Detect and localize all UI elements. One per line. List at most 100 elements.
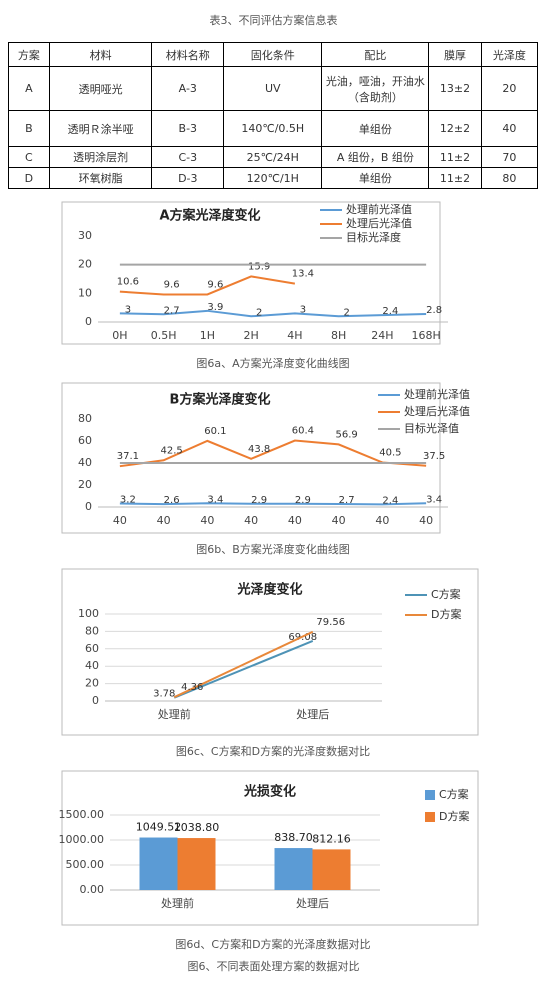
series-line	[173, 639, 314, 699]
x-tick-label: 40	[244, 514, 258, 527]
y-tick-label: 20	[78, 258, 92, 271]
data-label: 15.9	[248, 261, 270, 272]
table-cell: 光泽度	[480, 42, 539, 67]
table-cell: 环氧树脂	[48, 167, 153, 189]
x-tick-label: 处理后	[296, 708, 329, 721]
y-tick-label: 80	[85, 624, 99, 637]
y-tick-label: 60	[85, 642, 99, 655]
y-tick-label: 40	[85, 659, 99, 672]
legend-label: 处理前光泽值	[404, 387, 470, 401]
table-cell: 材料名称	[151, 42, 225, 67]
legend-label: D方案	[431, 607, 461, 621]
x-tick-label: 40	[157, 514, 171, 527]
bar	[274, 848, 313, 890]
chart-title: B方案光泽度变化	[170, 392, 271, 408]
x-tick-label: 4H	[287, 329, 302, 342]
table-cell: C-3	[151, 146, 225, 168]
chart-caption: 图6a、A方案光泽度变化曲线图	[196, 356, 349, 370]
data-label: 13.4	[292, 269, 314, 280]
data-label: 9.6	[164, 279, 180, 290]
x-tick-label: 0.5H	[151, 329, 177, 342]
table-cell: 固化条件	[223, 42, 323, 67]
x-tick-label: 处理前	[158, 707, 191, 721]
data-label: 2.4	[382, 495, 398, 506]
table-row: B 透明Ｒ涂半哑 B-3 140℃/0.5H 单组份 12±2 40	[8, 110, 539, 147]
data-label: 9.6	[207, 279, 223, 290]
data-label: 40.5	[379, 447, 401, 458]
data-label: 3.9	[207, 302, 223, 313]
table-row: D 环氧树脂 D-3 120℃/1H 单组份 11±2 80	[8, 167, 539, 189]
legend-label: 处理前光泽值	[346, 202, 412, 216]
table-cell: 透明Ｒ涂半哑	[48, 110, 153, 147]
x-tick-label: 8H	[331, 329, 346, 342]
data-label: 3	[125, 304, 131, 315]
table-row: A 透明哑光 A-3 UV 光油，哑油，开油水（含助剂） 13±2 20	[8, 66, 539, 111]
x-tick-label: 40	[332, 514, 346, 527]
x-tick-label: 0H	[112, 329, 127, 342]
data-label: 2.8	[426, 305, 442, 316]
chart-frame	[61, 770, 479, 926]
chart-frame	[61, 201, 441, 345]
x-tick-label: 40	[113, 514, 127, 527]
table-cell: A	[8, 66, 50, 111]
chart-caption: 图6b、B方案光泽度变化曲线图	[196, 542, 350, 556]
data-label: 1038.80	[174, 821, 220, 834]
table-row: C 透明涂层剂 C-3 25℃/24H A 组份，B 组份 11±2 70	[8, 146, 539, 168]
figure-caption: 图6、不同表面处理方案的数据对比	[187, 960, 360, 973]
legend-label: 目标光泽度	[346, 230, 401, 244]
bar	[312, 849, 351, 890]
data-label: 2.7	[164, 305, 180, 316]
data-label: 2	[343, 307, 349, 318]
chart-frame	[61, 568, 479, 736]
chart-title: 光损变化	[243, 784, 296, 800]
x-tick-label: 40	[200, 514, 214, 527]
chart-caption: 图6c、C方案和D方案的光泽度数据对比	[176, 744, 370, 758]
data-label: 2.7	[339, 495, 355, 506]
data-label: 79.56	[316, 617, 345, 628]
series-line	[119, 309, 427, 318]
table-cell: D-3	[151, 167, 225, 189]
x-tick-label: 处理前	[161, 896, 194, 910]
x-tick-label: 40	[288, 514, 302, 527]
table-caption: 表3、不同评估方案信息表	[209, 14, 338, 27]
data-label: 2.4	[382, 306, 398, 317]
data-label: 42.5	[160, 445, 182, 456]
y-tick-label: 10	[78, 286, 92, 299]
table-row: 方案 材料 材料名称 固化条件 配比 膜厚 光泽度	[8, 42, 539, 67]
chart-title: A方案光泽度变化	[159, 208, 260, 224]
data-label: 838.70	[274, 831, 313, 844]
data-label: 37.5	[423, 451, 445, 462]
data-label: 10.6	[117, 277, 139, 288]
data-label: 3	[300, 304, 306, 315]
info-table: 方案 材料 材料名称 固化条件 配比 膜厚 光泽度 A 透明哑光 A-3 UV 光油，哑油，开油水（含…	[8, 42, 539, 189]
y-tick-label: 0	[85, 500, 92, 513]
data-label: 43.8	[248, 444, 270, 455]
data-label: 812.16	[312, 832, 351, 845]
table-cell: 20	[480, 66, 539, 111]
table-cell: 光油，哑油，开油水（含助剂）	[321, 66, 430, 111]
y-tick-label: 1500.00	[59, 808, 105, 821]
data-label: 2	[256, 307, 262, 318]
legend-label: 处理后光泽值	[404, 404, 470, 418]
legend-label: 处理后光泽值	[346, 216, 412, 230]
bar	[177, 838, 216, 890]
y-tick-label: 20	[78, 478, 92, 491]
chart-caption: 图6d、C方案和D方案的光泽度数据对比	[175, 937, 370, 951]
table-cell: 透明哑光	[48, 66, 153, 111]
table-cell: 140℃/0.5H	[223, 110, 323, 147]
data-label: 2.9	[295, 495, 311, 506]
y-tick-label: 60	[78, 434, 92, 447]
data-label: 56.9	[335, 429, 357, 440]
legend-swatch	[425, 812, 435, 822]
table-cell: 120℃/1H	[223, 167, 323, 189]
legend-label: C方案	[439, 787, 469, 801]
series-line	[173, 630, 314, 699]
y-tick-label: 1000.00	[59, 833, 105, 846]
data-label: 1049.52	[136, 821, 182, 834]
series-line	[119, 439, 427, 468]
table-cell: 材料	[48, 42, 153, 67]
data-label: 2.9	[251, 495, 267, 506]
data-label: 4.36	[181, 682, 203, 693]
table-cell: 单组份	[321, 167, 430, 189]
